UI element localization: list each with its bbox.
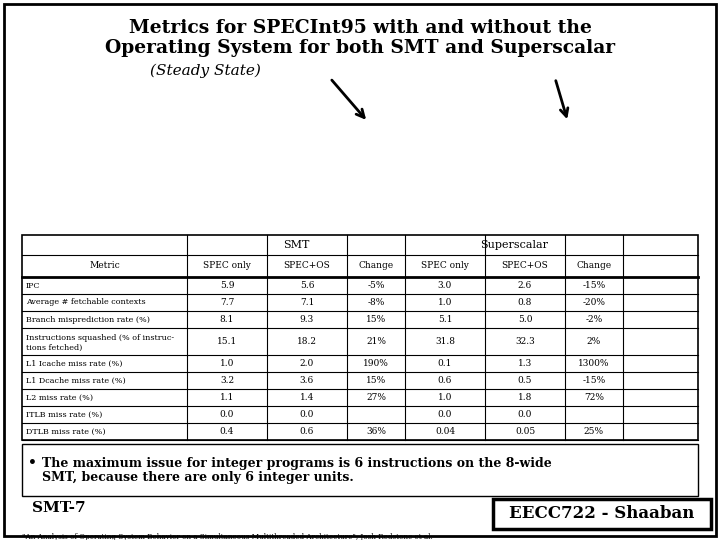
Text: Metric: Metric (89, 261, 120, 271)
Text: 1.1: 1.1 (220, 393, 234, 402)
Text: 0.04: 0.04 (435, 427, 455, 436)
Text: 1.0: 1.0 (438, 393, 452, 402)
Text: 1300%: 1300% (578, 359, 610, 368)
Text: 3.6: 3.6 (300, 376, 314, 385)
Text: SPEC+OS: SPEC+OS (284, 261, 330, 271)
Text: tions fetched): tions fetched) (26, 343, 82, 352)
Text: 18.2: 18.2 (297, 337, 317, 346)
Text: 7.7: 7.7 (220, 298, 234, 307)
Text: 0.0: 0.0 (220, 410, 234, 419)
Text: "An Analysis of Operating System Behavior on a Simultaneous Multithreaded Archit: "An Analysis of Operating System Behavio… (22, 533, 433, 540)
Text: IPC: IPC (26, 281, 40, 289)
Text: EECC722 - Shaaban: EECC722 - Shaaban (509, 505, 695, 523)
Text: -5%: -5% (367, 281, 384, 290)
Text: 2%: 2% (587, 337, 601, 346)
Text: 0.0: 0.0 (438, 410, 452, 419)
Text: 0.6: 0.6 (300, 427, 314, 436)
Text: 0.5: 0.5 (518, 376, 532, 385)
Text: SPEC only: SPEC only (421, 261, 469, 271)
Text: 5.6: 5.6 (300, 281, 314, 290)
Text: 8.1: 8.1 (220, 315, 234, 324)
Text: SMT: SMT (283, 240, 309, 250)
Text: 5.1: 5.1 (438, 315, 452, 324)
Text: 0.0: 0.0 (518, 410, 532, 419)
Text: SMT-7: SMT-7 (32, 501, 86, 515)
Text: 0.05: 0.05 (515, 427, 535, 436)
Text: 2.0: 2.0 (300, 359, 314, 368)
Text: 21%: 21% (366, 337, 386, 346)
Text: (Steady State): (Steady State) (150, 64, 261, 78)
Text: 1.3: 1.3 (518, 359, 532, 368)
Text: Change: Change (359, 261, 394, 271)
Text: •: • (27, 456, 37, 470)
Text: 3.2: 3.2 (220, 376, 234, 385)
Text: 32.3: 32.3 (515, 337, 535, 346)
Text: Metrics for SPECInt95 with and without the: Metrics for SPECInt95 with and without t… (129, 19, 591, 37)
Text: -15%: -15% (582, 281, 606, 290)
Text: 27%: 27% (366, 393, 386, 402)
Text: 36%: 36% (366, 427, 386, 436)
Text: Branch misprediction rate (%): Branch misprediction rate (%) (26, 315, 150, 323)
Text: SPEC+OS: SPEC+OS (502, 261, 549, 271)
Text: DTLB miss rate (%): DTLB miss rate (%) (26, 428, 106, 435)
Text: 1.0: 1.0 (220, 359, 234, 368)
Text: ITLB miss rate (%): ITLB miss rate (%) (26, 410, 102, 418)
Text: 0.1: 0.1 (438, 359, 452, 368)
Text: 0.6: 0.6 (438, 376, 452, 385)
Text: 15.1: 15.1 (217, 337, 237, 346)
Bar (22, 235, 698, 440)
Text: 0.4: 0.4 (220, 427, 234, 436)
Text: L2 miss rate (%): L2 miss rate (%) (26, 394, 93, 402)
Text: 1.0: 1.0 (438, 298, 452, 307)
Text: 15%: 15% (366, 376, 386, 385)
Text: 72%: 72% (584, 393, 604, 402)
Text: SPEC only: SPEC only (203, 261, 251, 271)
Text: 5.0: 5.0 (518, 315, 532, 324)
Bar (22, 444, 698, 496)
Text: 0.0: 0.0 (300, 410, 314, 419)
Text: -15%: -15% (582, 376, 606, 385)
Text: Average # fetchable contexts: Average # fetchable contexts (26, 299, 145, 307)
Text: 31.8: 31.8 (435, 337, 455, 346)
Text: Instructions squashed (% of instruc-: Instructions squashed (% of instruc- (26, 334, 174, 341)
Bar (493, 499, 711, 529)
Text: Superscalar: Superscalar (480, 240, 548, 250)
Text: 25%: 25% (584, 427, 604, 436)
Text: L1 Icache miss rate (%): L1 Icache miss rate (%) (26, 360, 122, 368)
Text: 9.3: 9.3 (300, 315, 314, 324)
Text: Operating System for both SMT and Superscalar: Operating System for both SMT and Supers… (105, 39, 615, 57)
Text: Change: Change (577, 261, 611, 271)
Text: -2%: -2% (585, 315, 603, 324)
Text: 5.9: 5.9 (220, 281, 234, 290)
Text: 2.6: 2.6 (518, 281, 532, 290)
Text: 1.8: 1.8 (518, 393, 532, 402)
Text: 0.8: 0.8 (518, 298, 532, 307)
Text: 3.0: 3.0 (438, 281, 452, 290)
Text: -8%: -8% (367, 298, 384, 307)
Text: 15%: 15% (366, 315, 386, 324)
Text: L1 Dcache miss rate (%): L1 Dcache miss rate (%) (26, 376, 126, 384)
Text: 7.1: 7.1 (300, 298, 314, 307)
Text: SMT, because there are only 6 integer units.: SMT, because there are only 6 integer un… (42, 470, 354, 483)
Text: 190%: 190% (363, 359, 389, 368)
Text: 1.4: 1.4 (300, 393, 314, 402)
Text: -20%: -20% (582, 298, 606, 307)
Text: The maximum issue for integer programs is 6 instructions on the 8-wide: The maximum issue for integer programs i… (42, 456, 552, 469)
